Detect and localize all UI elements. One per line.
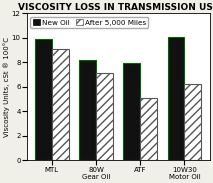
Bar xyxy=(184,84,201,160)
Bar xyxy=(35,39,52,160)
Bar xyxy=(79,60,96,160)
Title: VISCOSITY LOSS IN TRANSMISSION USE: VISCOSITY LOSS IN TRANSMISSION USE xyxy=(18,3,213,12)
Bar xyxy=(168,37,184,160)
Bar xyxy=(124,64,140,160)
Bar xyxy=(96,73,113,160)
Bar xyxy=(52,49,69,160)
Legend: New Oil, After 5,000 Miles: New Oil, After 5,000 Miles xyxy=(30,17,148,28)
Y-axis label: Viscosity Units, cSt ® 100°C: Viscosity Units, cSt ® 100°C xyxy=(3,37,10,137)
Bar xyxy=(140,98,157,160)
